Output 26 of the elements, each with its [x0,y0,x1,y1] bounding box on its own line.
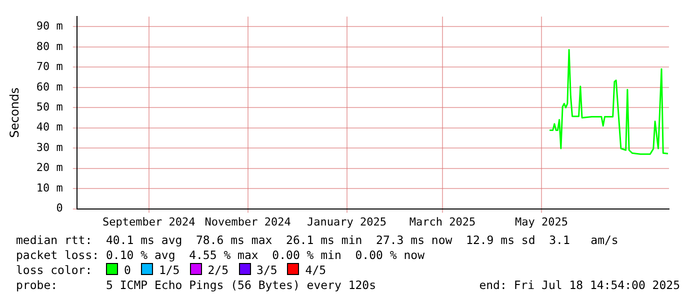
y-tick-label: 30 m [36,140,64,154]
y-tick-label: 80 m [36,40,64,53]
legend-label: 0 [123,263,131,277]
legend-label: 3/5 [256,263,278,277]
y-tick-label: 50 m [36,100,64,114]
text: packet loss: 0.10 % avg 4.55 % max 0.00 % min 0.00 % now [16,248,426,263]
y-tick-label: 0 [56,202,63,215]
y-tick-label: 40 m [36,120,64,134]
legend-label: 4/5 [304,263,326,277]
text: end: Fri Jul 18 14:54:00 2025 [479,278,680,293]
x-tick-label: May 2025 [514,215,568,228]
y-tick-label: 70 m [36,60,64,74]
y-tick-label: 90 m [36,20,64,33]
y-tick-label: 20 m [36,161,64,174]
y-tick-label: 60 m [36,80,64,94]
legend-title: loss color: [16,263,94,277]
y-tick-label: 10 m [36,181,64,194]
legend-label: 1/5 [158,263,180,277]
x-tick-label: March 2025 [409,215,476,228]
text: probe: 5 ICMP Echo Pings (56 Bytes) every 120s [16,278,376,293]
x-tick-label: November 2024 [204,215,292,228]
y-axis-title: Seconds [7,87,22,138]
x-tick-label: September 2024 [102,215,196,228]
legend-label: 2/5 [206,263,229,277]
text: median rtt: 40.1 ms avg 78.6 ms max 26.1 ms min 27.3 ms now 12.9 ms sd 3.1 am/s [16,233,620,248]
x-tick-label: January 2025 [307,215,387,228]
